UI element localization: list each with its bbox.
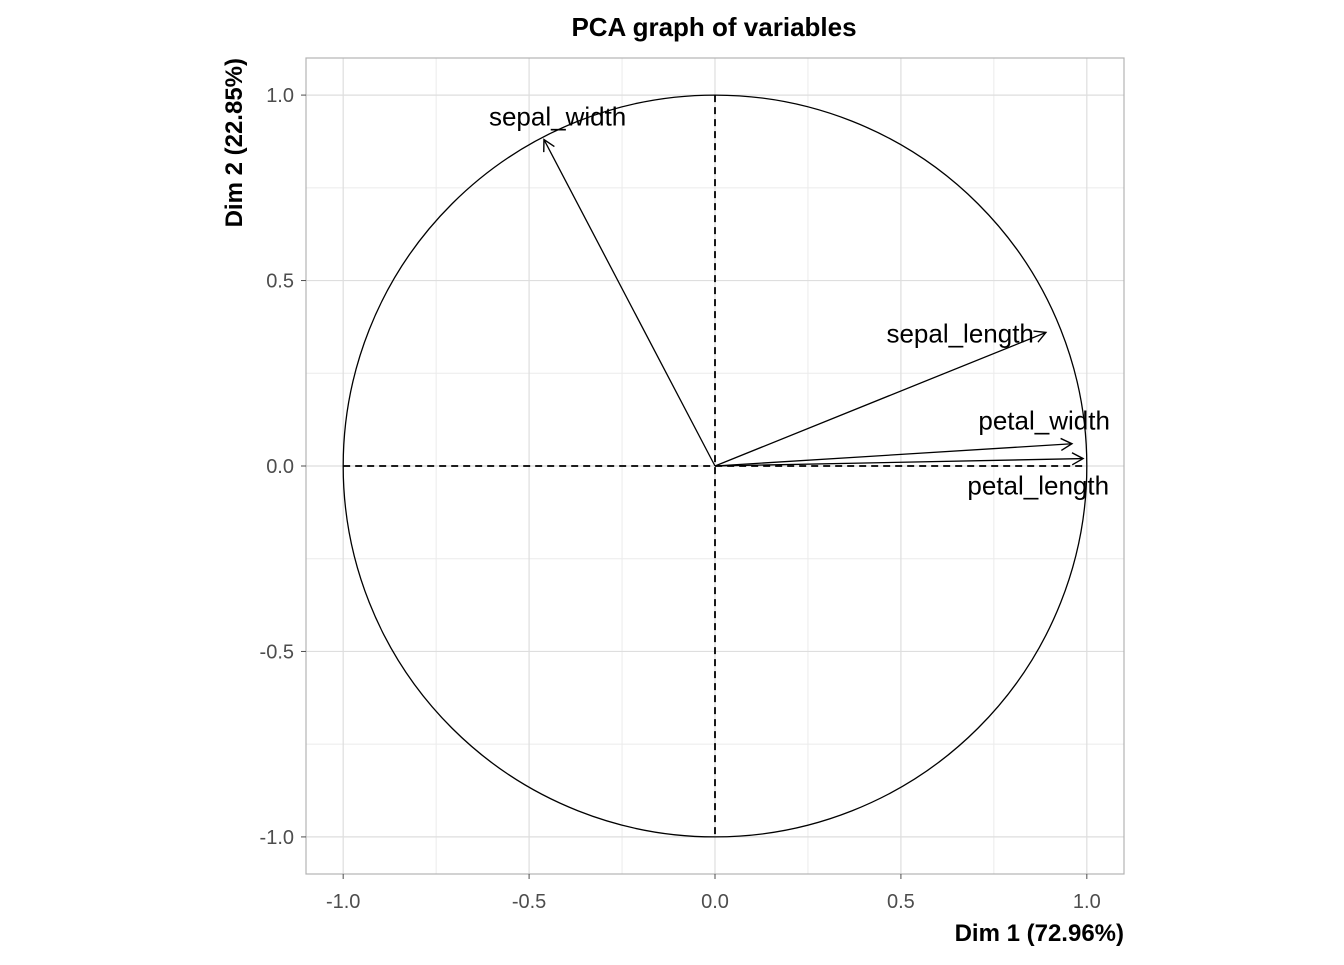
y-tick-label: 1.0 [266, 85, 294, 107]
arrow-petal-length [714, 452, 1085, 467]
x-tick-label: -0.5 [512, 891, 546, 913]
x-tick-label: 0.5 [887, 891, 915, 913]
y-tick-label: 0.5 [266, 271, 294, 293]
y-axis-ticks: -1.0 -0.5 0.0 0.5 1.0 [260, 85, 306, 849]
y-tick-label: 0.0 [266, 456, 294, 478]
x-axis-ticks: -1.0 -0.5 0.0 0.5 1.0 [326, 874, 1101, 913]
chart-title: PCA graph of variables [571, 12, 856, 42]
reference-lines [343, 95, 1087, 837]
label-petal-length: petal_length [967, 471, 1109, 501]
variable-arrows [543, 138, 1085, 467]
label-petal-width: petal_width [978, 406, 1110, 436]
x-tick-label: 1.0 [1073, 891, 1101, 913]
label-sepal-width: sepal_width [489, 102, 626, 132]
x-tick-label: 0.0 [701, 891, 729, 913]
arrow-sepal-width [543, 138, 716, 467]
arrow-petal-width [714, 437, 1074, 467]
arrow-sepal-length [714, 330, 1048, 467]
correlation-circle-layer [342, 94, 1088, 838]
correlation-circle [342, 94, 1088, 838]
y-tick-label: -0.5 [260, 641, 294, 663]
y-tick-label: -1.0 [260, 827, 294, 849]
label-sepal-length: sepal_length [886, 318, 1033, 348]
x-tick-label: -1.0 [326, 891, 360, 913]
y-axis-title: Dim 2 (22.85%) [221, 58, 248, 227]
variable-labels: sepal_length sepal_width petal_length petal… [489, 102, 1110, 501]
x-axis-title: Dim 1 (72.96%) [955, 920, 1124, 947]
